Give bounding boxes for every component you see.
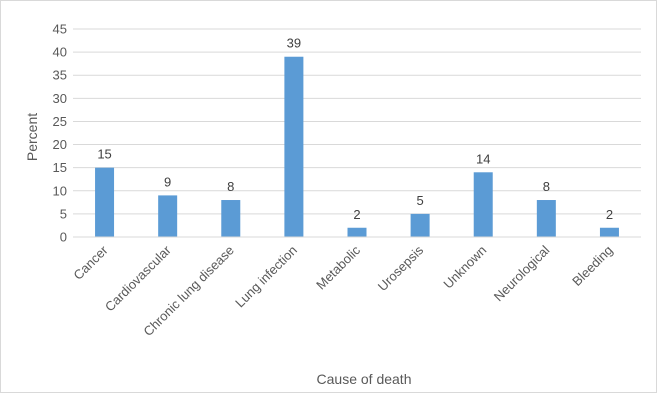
x-tick-label: Lung infection — [232, 243, 300, 311]
bar — [473, 172, 493, 237]
y-tick-label: 25 — [53, 114, 67, 129]
y-tick-label: 5 — [60, 206, 67, 221]
y-tick-label: 35 — [53, 68, 67, 83]
y-axis-title: Percent — [24, 113, 40, 161]
y-tick-label: 30 — [53, 91, 67, 106]
bar — [410, 213, 430, 237]
x-tick-label: Neurological — [491, 242, 553, 304]
x-tick-label: Cancer — [70, 242, 111, 283]
data-label: 2 — [606, 207, 613, 222]
data-label: 14 — [476, 151, 490, 166]
data-label: 39 — [287, 36, 301, 51]
y-tick-label: 15 — [53, 160, 67, 175]
y-axis-ticks: 0 5 10 15 20 25 30 35 40 45 — [53, 22, 67, 245]
data-label: 8 — [227, 179, 234, 194]
y-tick-label: 10 — [53, 183, 67, 198]
bar — [95, 167, 115, 237]
data-label: 8 — [543, 179, 550, 194]
y-tick-label: 40 — [53, 45, 67, 60]
bar — [599, 227, 619, 237]
bar — [158, 195, 178, 237]
data-label: 5 — [416, 193, 423, 208]
bar — [221, 200, 241, 237]
y-tick-label: 20 — [53, 137, 67, 152]
x-tick-label: Unknown — [440, 243, 489, 292]
bar — [347, 227, 367, 237]
x-tick-label: Cardiovascular — [102, 242, 174, 314]
data-label: 15 — [97, 147, 111, 162]
x-axis-title: Cause of death — [317, 371, 412, 387]
x-tick-label: Bleeding — [569, 243, 615, 289]
x-tick-label: Metabolic — [313, 242, 363, 292]
bars — [95, 56, 619, 237]
data-labels: 15 9 8 39 2 5 14 8 2 — [97, 36, 613, 222]
data-label: 2 — [353, 207, 360, 222]
y-tick-label: 45 — [53, 22, 67, 37]
y-tick-label: 0 — [60, 230, 67, 245]
bar — [284, 56, 304, 237]
data-label: 9 — [164, 174, 171, 189]
x-tick-label: Urosepsis — [375, 242, 427, 294]
gridlines — [73, 28, 641, 215]
bar — [536, 200, 556, 237]
